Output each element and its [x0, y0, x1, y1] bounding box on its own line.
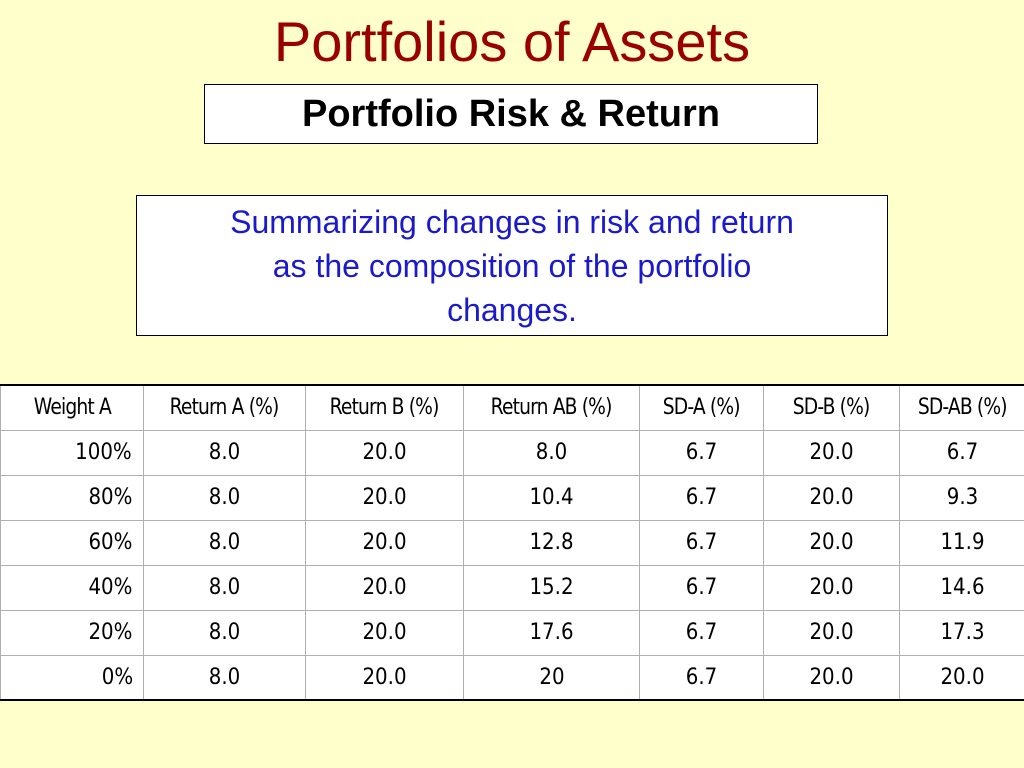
cell-weight-a: 100% [0, 429, 144, 476]
cell-return-a: 8.0 [143, 654, 306, 701]
cell-weight-a: 40% [0, 564, 144, 611]
cell-weight-a: 20% [0, 609, 144, 656]
subtitle-box: Portfolio Risk & Return [204, 84, 818, 144]
cell-sd-b: 20.0 [763, 564, 900, 611]
cell-return-ab: 8.0 [463, 429, 640, 476]
cell-sd-a: 6.7 [639, 519, 764, 566]
cell-sd-ab: 9.3 [899, 474, 1024, 521]
cell-sd-ab: 20.0 [899, 654, 1024, 701]
cell-sd-a: 6.7 [639, 474, 764, 521]
header-sd-b: SD-B (%) [763, 384, 900, 431]
cell-weight-a: 80% [0, 474, 144, 521]
cell-return-ab: 10.4 [463, 474, 640, 521]
cell-return-b: 20.0 [305, 519, 464, 566]
header-sd-ab: SD-AB (%) [899, 384, 1024, 431]
cell-return-b: 20.0 [305, 654, 464, 701]
cell-sd-a: 6.7 [639, 564, 764, 611]
header-return-a: Return A (%) [143, 384, 306, 431]
table-row: 20% 8.0 20.0 17.6 6.7 20.0 17.3 [0, 609, 1024, 656]
header-return-ab: Return AB (%) [463, 384, 640, 431]
cell-return-b: 20.0 [305, 564, 464, 611]
cell-return-ab: 20 [463, 654, 640, 701]
summary-box: Summarizing changes in risk and return a… [136, 195, 888, 336]
header-return-b: Return B (%) [305, 384, 464, 431]
cell-sd-b: 20.0 [763, 519, 900, 566]
cell-return-a: 8.0 [143, 474, 306, 521]
cell-return-b: 20.0 [305, 429, 464, 476]
cell-sd-b: 20.0 [763, 429, 900, 476]
cell-sd-ab: 11.9 [899, 519, 1024, 566]
cell-sd-a: 6.7 [639, 609, 764, 656]
cell-return-ab: 15.2 [463, 564, 640, 611]
cell-sd-ab: 14.6 [899, 564, 1024, 611]
cell-return-a: 8.0 [143, 519, 306, 566]
cell-sd-a: 6.7 [639, 429, 764, 476]
table-header-row: Weight A Return A (%) Return B (%) Retur… [0, 384, 1024, 431]
cell-return-a: 8.0 [143, 609, 306, 656]
cell-sd-a: 6.7 [639, 654, 764, 701]
cell-return-ab: 17.6 [463, 609, 640, 656]
cell-weight-a: 60% [0, 519, 144, 566]
cell-return-b: 20.0 [305, 609, 464, 656]
summary-line: as the composition of the portfolio [272, 248, 752, 284]
table-row: 80% 8.0 20.0 10.4 6.7 20.0 9.3 [0, 474, 1024, 521]
cell-weight-a: 0% [0, 654, 144, 701]
summary-line: changes. [447, 292, 577, 328]
cell-return-ab: 12.8 [463, 519, 640, 566]
cell-sd-ab: 6.7 [899, 429, 1024, 476]
cell-sd-b: 20.0 [763, 609, 900, 656]
table-row: 60% 8.0 20.0 12.8 6.7 20.0 11.9 [0, 519, 1024, 566]
table-row: 100% 8.0 20.0 8.0 6.7 20.0 6.7 [0, 429, 1024, 476]
cell-return-b: 20.0 [305, 474, 464, 521]
table-row: 0% 8.0 20.0 20 6.7 20.0 20.0 [0, 654, 1024, 701]
header-weight-a: Weight A [0, 384, 144, 431]
cell-sd-b: 20.0 [763, 474, 900, 521]
portfolio-table: Weight A Return A (%) Return B (%) Retur… [0, 384, 1024, 701]
cell-return-a: 8.0 [143, 429, 306, 476]
table-row: 40% 8.0 20.0 15.2 6.7 20.0 14.6 [0, 564, 1024, 611]
cell-sd-ab: 17.3 [899, 609, 1024, 656]
summary-line: Summarizing changes in risk and return [230, 204, 794, 240]
header-sd-a: SD-A (%) [639, 384, 764, 431]
cell-return-a: 8.0 [143, 564, 306, 611]
slide-title: Portfolios of Assets [273, 10, 751, 73]
cell-sd-b: 20.0 [763, 654, 900, 701]
